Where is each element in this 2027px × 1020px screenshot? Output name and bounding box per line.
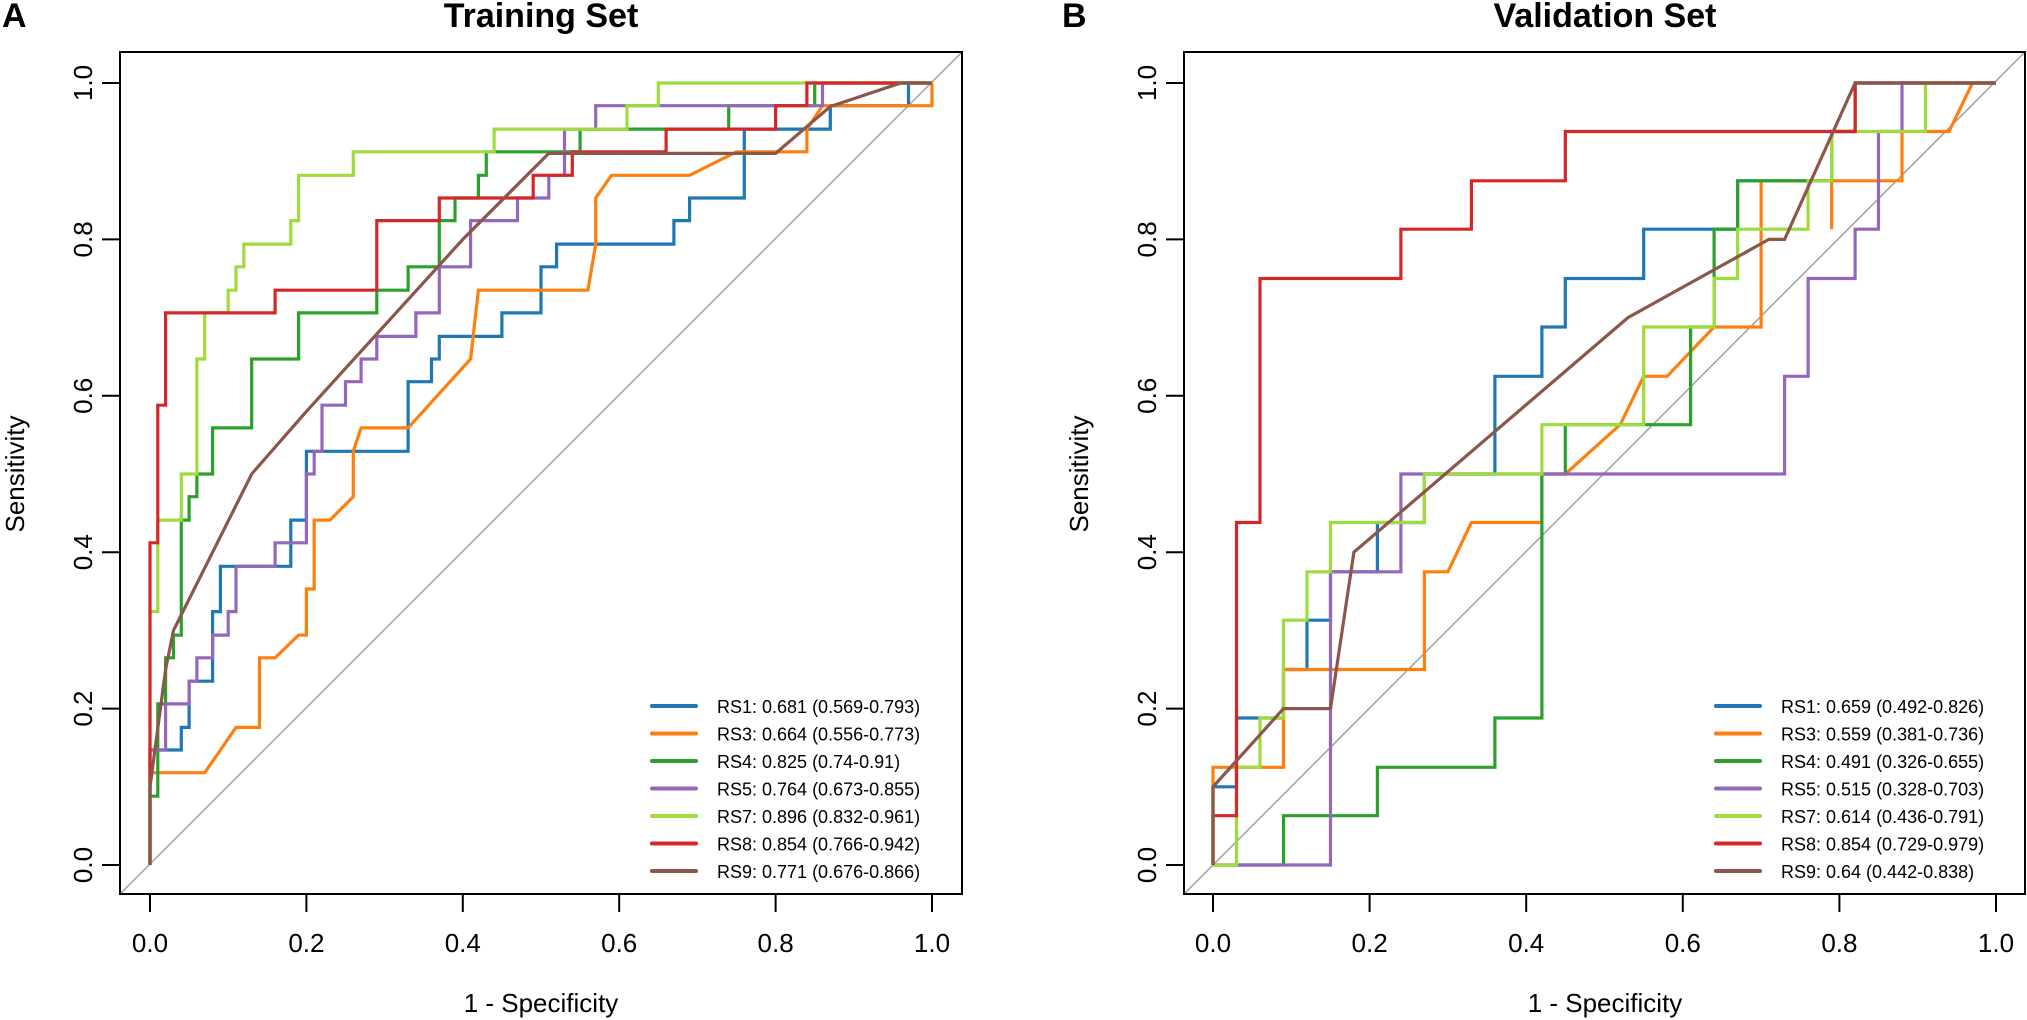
- y-tick-label: 0.2: [1132, 691, 1162, 727]
- chart-title: Training Set: [444, 0, 639, 35]
- legend-label-rs8: RS8: 0.854 (0.766-0.942): [717, 835, 920, 855]
- y-tick-label: 0.0: [1132, 847, 1162, 883]
- y-tick-label: 0.4: [68, 534, 98, 570]
- y-tick-label: 0.8: [1132, 221, 1162, 257]
- x-tick-label: 0.8: [758, 928, 794, 958]
- y-tick-label: 0.2: [68, 691, 98, 727]
- y-tick-label: 0.8: [68, 221, 98, 257]
- y-axis-label: Sensitivity: [0, 415, 30, 532]
- legend-label-rs5: RS5: 0.515 (0.328-0.703): [1781, 780, 1984, 800]
- y-tick-label: 0.6: [1132, 378, 1162, 414]
- panel-letter: B: [1062, 0, 1087, 35]
- roc-curve-rs9: [1211, 81, 1996, 865]
- legend-label-rs7: RS7: 0.614 (0.436-0.791): [1781, 807, 1984, 827]
- x-axis-label: 1 - Specificity: [464, 988, 619, 1018]
- roc-curve-rs5: [148, 81, 932, 865]
- x-tick-label: 0.4: [1508, 928, 1544, 958]
- axis-ticks: 0.0 0.2 0.4 0.6 0.8 1.0 0.0 0.2 0.4 0.6 0.8 1.0: [1132, 65, 2014, 958]
- y-tick-label: 1.0: [1132, 65, 1162, 101]
- roc-curves: [119, 51, 963, 895]
- legend-label-rs4: RS4: 0.825 (0.74-0.91): [717, 752, 900, 772]
- x-tick-label: 1.0: [914, 928, 950, 958]
- x-tick-label: 0.0: [132, 928, 168, 958]
- x-tick-label: 0.0: [1195, 928, 1231, 958]
- roc-curves: [1183, 51, 2026, 895]
- y-tick-label: 0.0: [68, 847, 98, 883]
- y-tick-label: 1.0: [68, 65, 98, 101]
- legend: RS1: 0.681 (0.569-0.793) RS3: 0.664 (0.55…: [650, 697, 920, 882]
- x-tick-label: 0.6: [1665, 928, 1701, 958]
- reference-diagonal-line: [119, 51, 963, 895]
- x-tick-label: 0.8: [1821, 928, 1857, 958]
- legend: RS1: 0.659 (0.492-0.826) RS3: 0.559 (0.38…: [1714, 697, 1984, 882]
- roc-curve-rs7: [148, 81, 932, 865]
- legend-label-rs9: RS9: 0.771 (0.676-0.866): [717, 862, 920, 882]
- plot-frame: [119, 51, 963, 895]
- x-tick-label: 0.6: [601, 928, 637, 958]
- panel-letter: A: [2, 0, 27, 35]
- legend-label-rs9: RS9: 0.64 (0.442-0.838): [1781, 862, 1974, 882]
- y-axis-label: Sensitivity: [1064, 415, 1094, 532]
- roc-curve-rs7: [1213, 81, 1996, 867]
- legend-label-rs4: RS4: 0.491 (0.326-0.655): [1781, 752, 1984, 772]
- legend-label-rs3: RS3: 0.664 (0.556-0.773): [717, 725, 920, 745]
- roc-curve-rs8: [148, 81, 932, 865]
- y-tick-label: 0.4: [1132, 534, 1162, 570]
- y-tick-label: 0.6: [68, 378, 98, 414]
- panel-validation-set: B Validation Set 1 - Specificity Sensiti…: [1062, 0, 2026, 1018]
- axis-ticks: 0.0 0.2 0.4 0.6 0.8 1.0 0.0 0.2 0.4 0.6 0.8 1.0: [68, 65, 950, 958]
- roc-curve-rs5: [1213, 81, 1996, 867]
- x-axis-label: 1 - Specificity: [1528, 988, 1683, 1018]
- x-tick-label: 0.2: [1352, 928, 1388, 958]
- roc-curve-rs8: [1211, 81, 1996, 865]
- chart-title: Validation Set: [1494, 0, 1717, 35]
- roc-curve-rs1: [148, 81, 932, 865]
- x-tick-label: 0.2: [288, 928, 324, 958]
- legend-label-rs8: RS8: 0.854 (0.729-0.979): [1781, 835, 1984, 855]
- legend-label-rs3: RS3: 0.559 (0.381-0.736): [1781, 725, 1984, 745]
- x-tick-label: 1.0: [1978, 928, 2014, 958]
- legend-label-rs1: RS1: 0.659 (0.492-0.826): [1781, 697, 1984, 717]
- legend-label-rs1: RS1: 0.681 (0.569-0.793): [717, 697, 920, 717]
- plot-frame: [1183, 51, 2026, 895]
- panel-training-set: A Training Set 1 - Specificity Sensitivi…: [0, 0, 963, 1018]
- roc-curve-rs9: [148, 81, 932, 865]
- legend-label-rs7: RS7: 0.896 (0.832-0.961): [717, 807, 920, 827]
- legend-label-rs5: RS5: 0.764 (0.673-0.855): [717, 780, 920, 800]
- x-tick-label: 0.4: [445, 928, 481, 958]
